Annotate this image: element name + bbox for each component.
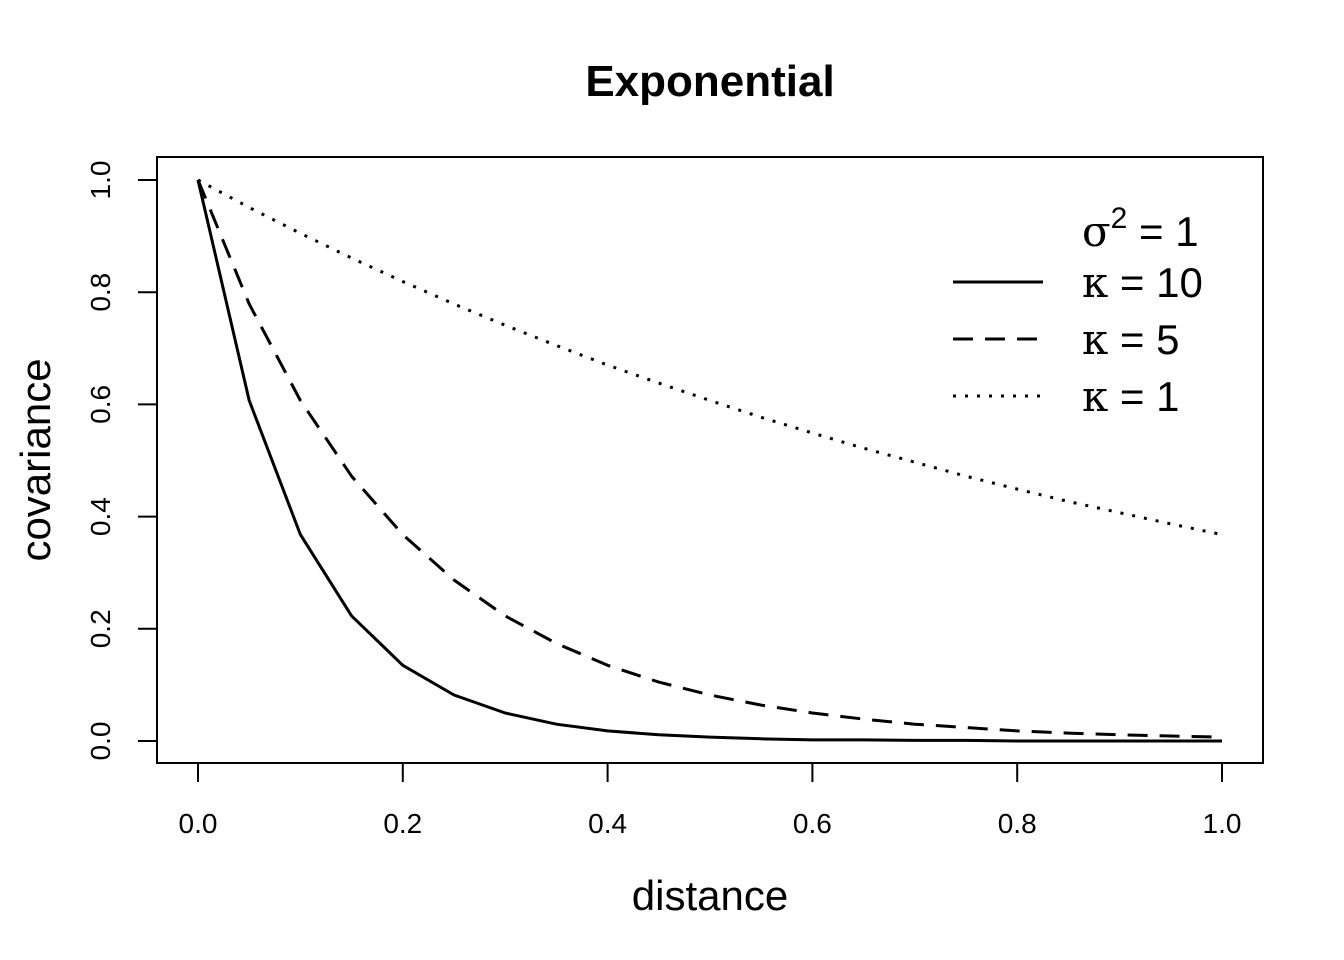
x-tick-label: 0.2 (383, 808, 422, 839)
y-tick-label: 0.4 (85, 497, 116, 536)
x-axis-label: distance (632, 872, 788, 919)
series-layer (196, 178, 1223, 743)
legend-label: κ = 5 (1082, 315, 1179, 364)
x-axis: 0.0 0.2 0.4 0.6 0.8 1.0 (179, 762, 1242, 839)
y-axis-label: covariance (12, 358, 59, 561)
y-tick-label: 0.6 (85, 385, 116, 424)
x-tick-label: 0.4 (588, 808, 627, 839)
x-tick-label: 0.0 (179, 808, 218, 839)
series-line-kappa-5 (196, 179, 1223, 739)
legend-label: κ = 10 (1082, 258, 1203, 307)
y-tick-label: 0.8 (85, 273, 116, 312)
legend-header: σ2 = 1 (1082, 202, 1199, 256)
chart-title: Exponential (585, 57, 834, 106)
y-axis: 0.0 0.2 0.4 0.6 0.8 1.0 (85, 161, 158, 761)
y-tick-label: 0.0 (85, 722, 116, 761)
y-tick-label: 0.2 (85, 609, 116, 648)
x-tick-label: 1.0 (1203, 808, 1242, 839)
y-tick-label: 1.0 (85, 161, 116, 200)
series-line-kappa-1 (197, 178, 1223, 537)
legend-label: κ = 1 (1082, 372, 1179, 421)
x-tick-label: 0.8 (998, 808, 1037, 839)
legend: σ2 = 1κ = 10 κ = 5 κ = 1 (953, 202, 1203, 421)
series-line-kappa-10 (196, 179, 1222, 743)
x-tick-label: 0.6 (793, 808, 832, 839)
